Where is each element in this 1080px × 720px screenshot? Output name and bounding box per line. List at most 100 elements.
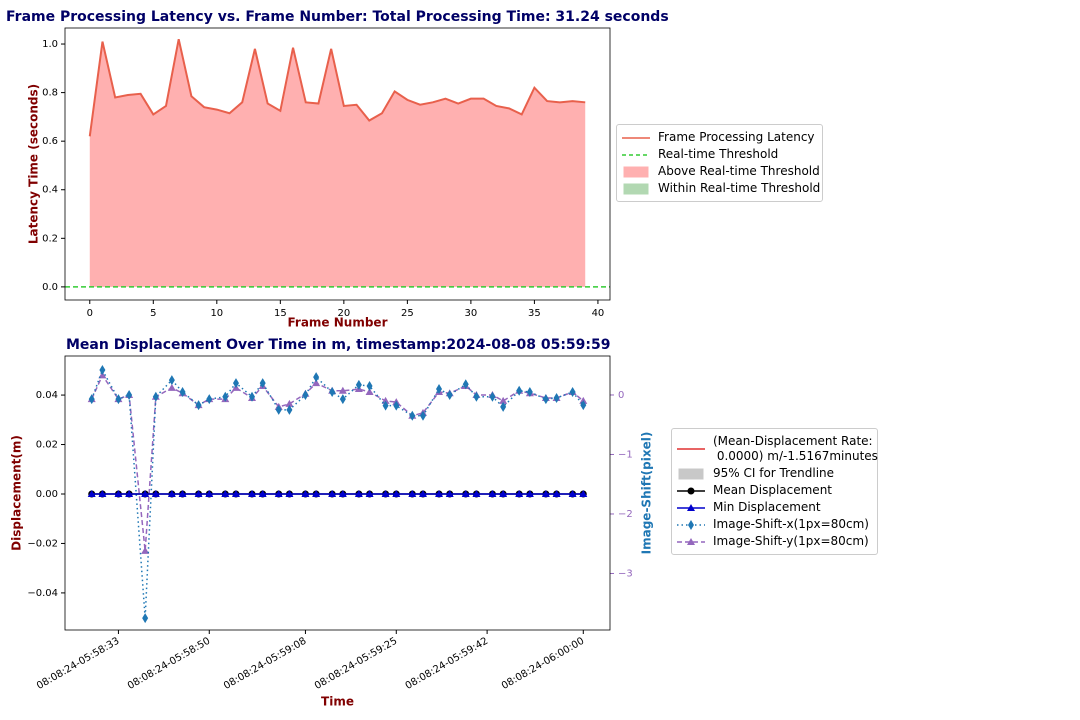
- marker: [409, 410, 416, 421]
- marker: [338, 489, 347, 497]
- marker: [179, 386, 186, 397]
- x-tick-label: 08:08:24-05:59:08: [222, 636, 308, 692]
- legend-label: 95% CI for Trendline: [713, 466, 835, 480]
- marker: [339, 394, 346, 405]
- y-tick-label: −0.04: [27, 588, 58, 599]
- legend-symbol: [622, 136, 650, 139]
- y-tick-label: −0.02: [27, 538, 58, 549]
- marker: [445, 489, 454, 497]
- marker: [461, 489, 470, 497]
- marker: [381, 489, 390, 497]
- marker: [285, 399, 294, 407]
- marker: [328, 489, 337, 497]
- marker: [418, 489, 427, 497]
- marker: [301, 489, 310, 497]
- y-tick-label: 0.4: [42, 185, 58, 196]
- marker: [205, 489, 214, 497]
- marker: [141, 546, 150, 554]
- y2-tick-label: 0: [618, 390, 624, 401]
- marker: [472, 489, 481, 497]
- x-tick-label: 08:08:24-05:58:33: [35, 636, 121, 692]
- x-tick-label: 08:08:24-06:00:00: [500, 636, 586, 692]
- marker: [195, 400, 202, 411]
- marker: [462, 379, 469, 390]
- y-tick-label: 0.02: [36, 440, 58, 451]
- plot-frame: [64, 27, 611, 301]
- marker: [141, 489, 150, 497]
- marker: [355, 379, 362, 390]
- marker: [125, 489, 134, 497]
- x-tick-label: 20: [337, 308, 350, 319]
- series-line: [91, 373, 584, 551]
- marker: [232, 378, 239, 389]
- marker: [526, 386, 533, 397]
- marker: [152, 391, 159, 402]
- y2-axis-label: Image-Shift(pixel): [640, 432, 654, 555]
- legend-label: Real-time Threshold: [658, 147, 779, 161]
- marker: [436, 384, 443, 395]
- marker: [542, 394, 549, 405]
- x-tick-label: 5: [150, 308, 156, 319]
- marker: [365, 489, 374, 497]
- area-fill: [89, 39, 586, 287]
- legend: (Mean-Displacement Rate: 0.0000) m/-1.51…: [671, 428, 878, 555]
- marker: [167, 489, 176, 497]
- marker: [194, 489, 203, 497]
- y2-tick-label: −2: [618, 509, 633, 520]
- marker: [569, 386, 576, 397]
- x-tick-label: 30: [465, 308, 478, 319]
- marker: [392, 489, 401, 497]
- legend-symbol: [623, 183, 649, 194]
- legend-patch: [623, 183, 649, 194]
- y-tick-label: 0.04: [36, 390, 58, 401]
- marker: [687, 503, 695, 511]
- marker: [274, 489, 283, 497]
- y-axis-label: Displacement(m): [10, 435, 24, 551]
- marker: [338, 386, 347, 394]
- legend-item: Image-Shift-y(1px=80cm): [677, 534, 872, 549]
- chart-title: Mean Displacement Over Time in m, timest…: [66, 337, 611, 353]
- y-axis-label: Latency Time (seconds): [27, 84, 41, 244]
- legend-symbol: [677, 519, 705, 530]
- marker: [580, 400, 587, 411]
- series-line: [88, 38, 586, 137]
- marker: [151, 489, 160, 497]
- marker: [231, 489, 240, 497]
- marker: [382, 400, 389, 411]
- marker: [222, 391, 229, 402]
- y2-tick-label: −3: [618, 568, 633, 579]
- marker: [312, 489, 321, 497]
- marker: [312, 379, 321, 387]
- y-tick-label: 0.6: [42, 136, 58, 147]
- marker: [248, 489, 257, 497]
- x-tick-label: 0: [87, 308, 93, 319]
- legend-patch: [623, 166, 649, 177]
- legend-label: Frame Processing Latency: [658, 130, 815, 144]
- marker: [313, 372, 320, 383]
- marker: [515, 489, 524, 497]
- marker: [221, 489, 230, 497]
- x-tick-label: 08:08:24-05:59:25: [313, 636, 399, 692]
- marker: [516, 385, 523, 396]
- legend-symbol: [623, 166, 649, 177]
- y2-tick-label: −1: [618, 449, 633, 460]
- legend-label: Image-Shift-x(1px=80cm): [713, 517, 869, 531]
- marker: [98, 489, 107, 497]
- marker: [552, 489, 561, 497]
- marker: [275, 404, 282, 415]
- marker: [259, 378, 266, 389]
- marker: [302, 389, 309, 400]
- marker: [258, 489, 267, 497]
- legend-label: Above Real-time Threshold: [658, 164, 820, 178]
- legend-symbol: [678, 468, 704, 479]
- marker: [88, 394, 95, 405]
- legend-item: (Mean-Displacement Rate: 0.0000) m/-1.51…: [677, 434, 878, 464]
- marker: [115, 394, 122, 405]
- marker: [167, 383, 176, 391]
- marker: [499, 489, 508, 497]
- x-tick-label: 35: [528, 308, 541, 319]
- marker: [206, 394, 213, 405]
- marker: [285, 489, 294, 497]
